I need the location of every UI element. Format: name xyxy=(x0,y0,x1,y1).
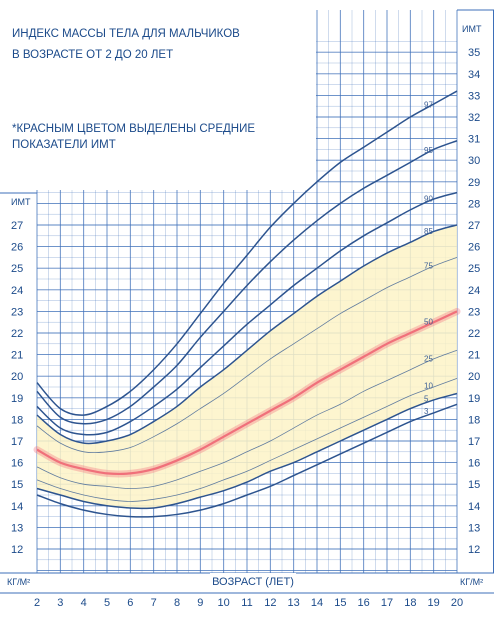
y-tick-label-right: 16 xyxy=(468,458,480,470)
percentile-label-5: 5 xyxy=(424,394,429,403)
percentile-line-5 xyxy=(36,392,458,510)
x-tick-label: 18 xyxy=(404,597,416,609)
y-tick-label-right: 26 xyxy=(468,242,480,254)
x-tick-label: 10 xyxy=(218,597,230,609)
percentile-line-25 xyxy=(36,349,458,489)
y-axis-unit-bottom-right: КГ/М² xyxy=(460,577,483,587)
percentile-line-3 xyxy=(36,403,458,518)
y-tick-label-left: 13 xyxy=(11,522,23,534)
x-tick-label: 14 xyxy=(311,597,323,609)
x-tick-label: 5 xyxy=(104,597,110,609)
y-tick-label-right: 18 xyxy=(468,414,480,426)
y-tick-label-left: 24 xyxy=(11,285,23,297)
y-tick-label-left: 16 xyxy=(11,458,23,470)
tick-labels: 2 3 4 5 6 7 8 9 10 11 12 13 14 15 16 17 18 19 201213141516… xyxy=(11,47,480,609)
y-tick-label-right: 31 xyxy=(468,134,480,146)
y-tick-label-left: 25 xyxy=(11,263,23,275)
x-tick-label: 17 xyxy=(381,597,393,609)
y-tick-label-left: 17 xyxy=(11,436,23,448)
percentile-label-3: 3 xyxy=(424,407,429,416)
y-tick-label-right: 32 xyxy=(468,112,480,124)
chart-title-line-1: ИНДЕКС МАССЫ ТЕЛА ДЛЯ МАЛЬЧИКОВ xyxy=(12,28,240,40)
x-tick-label: 3 xyxy=(57,597,63,609)
y-tick-label-right: 33 xyxy=(468,90,480,102)
x-tick-label: 11 xyxy=(241,597,252,609)
y-tick-label-left: 14 xyxy=(11,501,23,513)
x-tick-label: 9 xyxy=(197,597,203,609)
y-tick-label-right: 34 xyxy=(468,69,480,81)
y-tick-label-right: 14 xyxy=(468,501,480,513)
x-tick-label: 7 xyxy=(151,597,157,609)
band-area xyxy=(37,225,457,509)
x-tick-label: 6 xyxy=(127,597,133,609)
percentile-line-10 xyxy=(36,377,458,502)
y-tick-label-left: 18 xyxy=(11,414,23,426)
percentile-label-95: 95 xyxy=(424,146,433,155)
y-tick-label-left: 20 xyxy=(11,371,23,383)
percentile-line-75 xyxy=(36,257,458,454)
y-tick-label-right: 20 xyxy=(468,371,480,383)
percentile-label-97: 97 xyxy=(424,101,433,110)
y-tick-label-right: 24 xyxy=(468,285,480,297)
x-tick-label: 2 xyxy=(34,597,40,609)
percentile-line-95 xyxy=(36,140,458,425)
chart-note-line-2: ПОКАЗАТЕЛИ ИМТ xyxy=(12,139,116,151)
y-tick-label-right: 25 xyxy=(468,263,480,275)
chart-note: *КРАСНЫМ ЦВЕТОМ ВЫДЕЛЕНЫ СРЕДНИЕ ПОКАЗАТ… xyxy=(12,121,312,153)
percentile-line-85 xyxy=(36,224,458,445)
percentile-label-50: 50 xyxy=(424,318,433,327)
x-tick-label: 19 xyxy=(428,597,440,609)
title-panel xyxy=(0,0,316,190)
percentile-label-25: 25 xyxy=(424,354,433,363)
y-tick-label-left: 19 xyxy=(11,393,23,405)
y-tick-label-left: 23 xyxy=(11,306,23,318)
x-tick-label: 20 xyxy=(451,597,463,609)
percentile-line-97 xyxy=(36,90,458,416)
chart-title: ИНДЕКС МАССЫ ТЕЛА ДЛЯ МАЛЬЧИКОВ В ВОЗРАС… xyxy=(12,24,312,66)
y-tick-label-left: 26 xyxy=(11,242,23,254)
y-tick-label-right: 19 xyxy=(468,393,480,405)
chart-title-line-2: В ВОЗРАСТЕ ОТ 2 ДО 20 ЛЕТ xyxy=(12,49,174,61)
x-tick-label: 13 xyxy=(288,597,300,609)
y-tick-label-right: 29 xyxy=(468,177,480,189)
y-tick-label-left: 12 xyxy=(11,544,23,556)
percentile-label-10: 10 xyxy=(424,381,433,390)
y-tick-label-right: 27 xyxy=(468,220,480,232)
y-tick-label-right: 12 xyxy=(468,544,480,556)
percentile-line-50 xyxy=(36,310,458,476)
x-tick-label: 16 xyxy=(358,597,370,609)
percentile-lines xyxy=(33,90,461,518)
y-tick-label-right: 15 xyxy=(468,479,480,491)
y-axis-unit-bottom-left: КГ/М² xyxy=(7,577,30,587)
chart-note-line-1: *КРАСНЫМ ЦВЕТОМ ВЫДЕЛЕНЫ СРЕДНИЕ xyxy=(12,123,256,135)
y-tick-label-right: 13 xyxy=(468,522,480,534)
y-tick-label-right: 28 xyxy=(468,198,480,210)
y-tick-label-right: 23 xyxy=(468,306,480,318)
y-tick-label-right: 21 xyxy=(468,350,480,362)
x-tick-label: 15 xyxy=(334,597,346,609)
y-tick-label-right: 35 xyxy=(468,47,480,59)
percentile-label-90: 90 xyxy=(424,194,433,203)
percentile-line-90 xyxy=(36,191,458,436)
percentile-label-75: 75 xyxy=(424,261,433,270)
y-tick-label-right: 30 xyxy=(468,155,480,167)
x-tick-label: 8 xyxy=(174,597,180,609)
percentile-band xyxy=(37,225,457,509)
x-axis-label-bg xyxy=(210,573,296,588)
y-tick-label-right: 17 xyxy=(468,436,480,448)
y-tick-label-left: 27 xyxy=(11,220,23,232)
y-tick-label-left: 15 xyxy=(11,479,23,491)
y-tick-label-left: 22 xyxy=(11,328,23,340)
y-axis-unit-top-right: ИМТ xyxy=(462,24,482,34)
percentile-labels: 97 95 90 85 75 50 25 10 5 3 xyxy=(424,101,433,417)
percentile-label-85: 85 xyxy=(424,227,433,236)
x-tick-label: 4 xyxy=(81,597,87,609)
x-tick-label: 12 xyxy=(264,597,276,609)
y-axis-unit-top-left: ИМТ xyxy=(11,197,31,207)
x-axis-label: ВОЗРАСТ (ЛЕТ) xyxy=(212,576,294,588)
y-tick-label-left: 21 xyxy=(11,350,23,362)
y-tick-label-right: 22 xyxy=(468,328,480,340)
